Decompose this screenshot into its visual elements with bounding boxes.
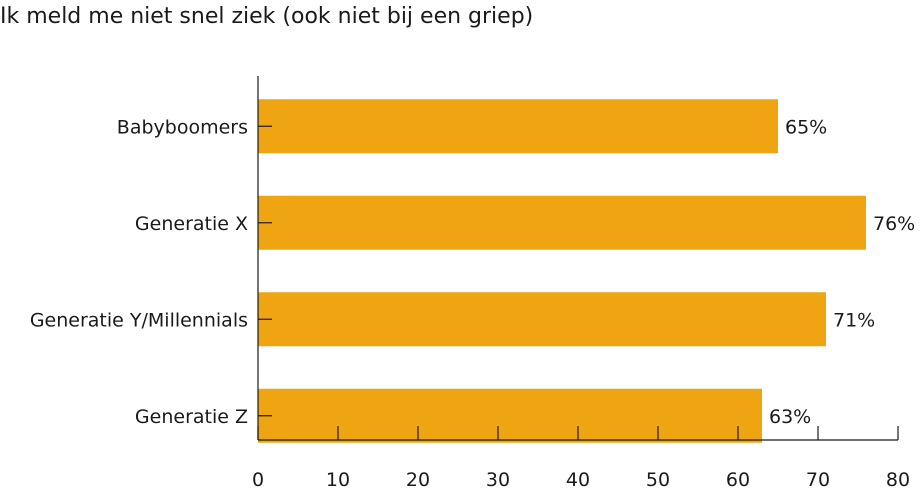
x-tick-label-10: 10 [326,469,350,491]
bar-4 [258,388,762,443]
category-label-3: Generatie Y/Millennials [30,309,248,331]
bar-2 [258,195,866,250]
value-label-2: 76% [873,213,915,235]
bar-3 [258,292,826,347]
x-tick-label-40: 40 [566,469,590,491]
value-labels-layer: 65% 76% 71% 63% [769,116,915,428]
x-tick-label-60: 60 [726,469,750,491]
value-label-3: 71% [833,309,875,331]
category-labels-layer: Babyboomers Generatie X Generatie Y/Millen… [30,116,248,428]
x-tick-label-70: 70 [806,469,830,491]
x-tick-label-20: 20 [406,469,430,491]
category-label-1: Babyboomers [117,116,248,138]
value-label-4: 63% [769,406,811,428]
bars-layer [258,99,866,443]
category-label-2: Generatie X [135,213,248,235]
x-tick-label-50: 50 [646,469,670,491]
bar-1 [258,99,778,154]
chart-title: Ik meld me niet snel ziek (ook niet bij … [0,4,534,29]
category-label-4: Generatie Z [135,406,248,428]
x-tick-label-0: 0 [252,469,264,491]
x-ticks-layer: 0 10 20 30 40 50 60 70 80 [252,426,910,491]
value-label-1: 65% [785,116,827,138]
x-tick-label-30: 30 [486,469,510,491]
x-tick-label-80: 80 [886,469,910,491]
